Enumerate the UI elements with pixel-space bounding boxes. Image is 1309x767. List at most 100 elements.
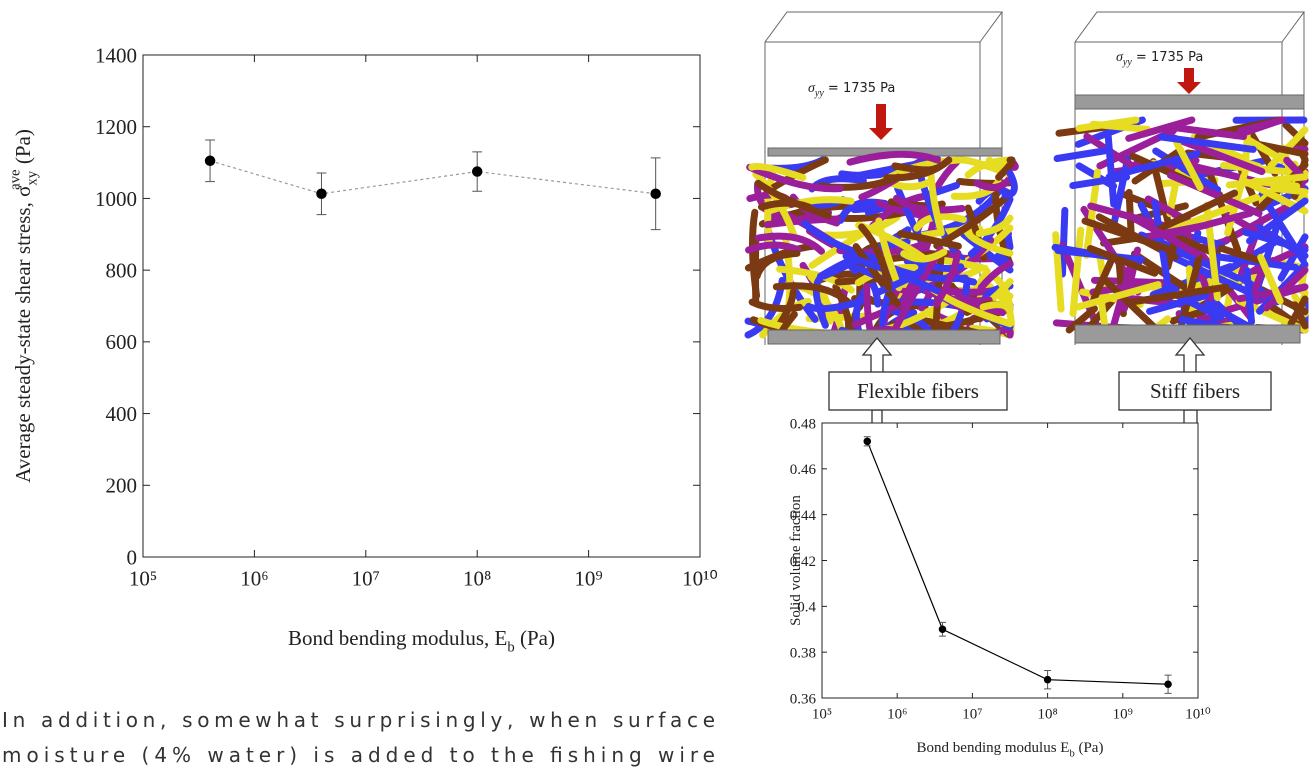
x-tick-label: 10⁸: [463, 566, 491, 590]
fiber: [805, 296, 868, 313]
y-tick-label: 0.36: [790, 691, 817, 707]
fiber: [973, 174, 1014, 192]
fiber: [1257, 253, 1284, 305]
fiber: [1052, 231, 1065, 313]
sim-box: [1074, 11, 1305, 345]
fiber: [1282, 121, 1309, 147]
fiber: [1065, 305, 1098, 334]
load-arrow: [1177, 68, 1201, 94]
y-tick-label: 600: [106, 330, 138, 354]
fiber: [753, 249, 801, 280]
fiber: [863, 282, 876, 339]
y-tick-label: 0.4: [797, 600, 816, 616]
fiber: [977, 260, 1014, 292]
label-suffix: (Pa): [11, 129, 35, 169]
fiber-label: Stiff fibers: [1150, 379, 1240, 403]
data-point: [938, 625, 947, 633]
fiber: [897, 230, 962, 250]
fiber: [1069, 173, 1131, 190]
label-box: [828, 371, 1008, 411]
x-tick-label: 10⁵: [129, 566, 157, 590]
y-tick-label: 0.48: [790, 416, 816, 432]
fiber: [846, 150, 941, 166]
x-tick-label: 10⁵: [812, 706, 832, 722]
stress-label: σyy = 1735 Pa: [808, 81, 895, 99]
load-arrow: [869, 104, 893, 140]
y-tick-label: 0: [127, 545, 138, 569]
y-tick-label: 1400: [95, 43, 137, 67]
fiber: [754, 232, 826, 255]
fiber: [746, 163, 844, 193]
pointer-arrow: [1174, 336, 1206, 372]
x-tick-label: 10⁹: [1113, 706, 1133, 722]
y-tick-label: 0.44: [790, 508, 817, 524]
axis-label: Solid volume fraction: [788, 495, 804, 626]
fiber: [1291, 301, 1309, 330]
plate: [1074, 94, 1305, 110]
fiber: [1235, 283, 1309, 303]
fiber: [1146, 221, 1211, 240]
x-tick-label: 10¹⁰: [1185, 706, 1211, 722]
label-superscript: ave: [8, 169, 24, 190]
fiber: [1126, 212, 1201, 258]
fiber: [852, 243, 901, 308]
fiber: [1081, 217, 1177, 255]
data-point: [1043, 675, 1052, 684]
y-tick-label: 0.42: [790, 554, 816, 570]
fiber: [900, 248, 948, 263]
fiber: [1156, 189, 1239, 233]
y-tick-label: 200: [106, 474, 138, 498]
x-tick-label: 10⁶: [240, 566, 268, 590]
fiber-bundle: [1051, 116, 1309, 334]
y-tick-label: 800: [106, 258, 138, 282]
fiber-bundle: [744, 150, 1019, 343]
fiber: [1175, 230, 1226, 249]
fiber: [1270, 184, 1309, 196]
label-subscript: b: [507, 639, 514, 655]
y-tick-label: 0.38: [790, 645, 816, 661]
fiber: [812, 274, 829, 329]
y-tick-label: 0.46: [790, 462, 817, 478]
fiber: [927, 172, 945, 237]
fiber: [1053, 147, 1109, 163]
fiber: [1166, 171, 1263, 218]
plot-frame: [142, 54, 701, 558]
fiber: [1173, 139, 1204, 191]
label-suffix: (Pa): [515, 626, 555, 650]
fiber: [772, 282, 853, 307]
text: = 1735 Pa: [1132, 50, 1204, 65]
fiber: [1125, 116, 1196, 142]
y-tick-label: 1200: [95, 115, 137, 139]
fiber: [1146, 292, 1209, 315]
fiber: [962, 226, 1014, 257]
x-tick-label: 10⁶: [887, 706, 907, 722]
series-line: [866, 441, 1169, 685]
fiber: [883, 156, 953, 182]
series-line: [209, 160, 656, 195]
text: = 1735 Pa: [824, 81, 896, 96]
fiber: [1243, 266, 1256, 326]
axis-label: Average steady-state shear stress, σxyav…: [8, 129, 41, 483]
fiber: [1001, 169, 1018, 199]
fiber: [1246, 197, 1309, 245]
plot-frame: [821, 422, 1199, 699]
fiber: [1124, 283, 1229, 307]
data-point: [316, 188, 327, 200]
fiber: [858, 223, 892, 291]
label-text: Bond bending modulus, E: [288, 626, 507, 650]
label-suffix: (Pa): [1075, 740, 1104, 756]
paragraph-line: moisture (4% water) is added to the fish…: [2, 743, 715, 767]
fiber: [1090, 257, 1115, 303]
stress-label: σyy = 1735 Pa: [1116, 50, 1203, 68]
data-point: [1164, 680, 1172, 688]
fiber: [1105, 150, 1201, 181]
axis-label: Bond bending modulus Eb (Pa): [917, 740, 1104, 760]
fiber: [1237, 116, 1286, 135]
x-tick-label: 10⁸: [1037, 706, 1057, 722]
paragraph-line: In addition, somewhat surprisingly, when…: [2, 708, 715, 732]
subscript: yy: [1122, 57, 1132, 68]
axis-label: Bond bending modulus, Eb (Pa): [288, 626, 555, 655]
fiber: [748, 163, 807, 182]
